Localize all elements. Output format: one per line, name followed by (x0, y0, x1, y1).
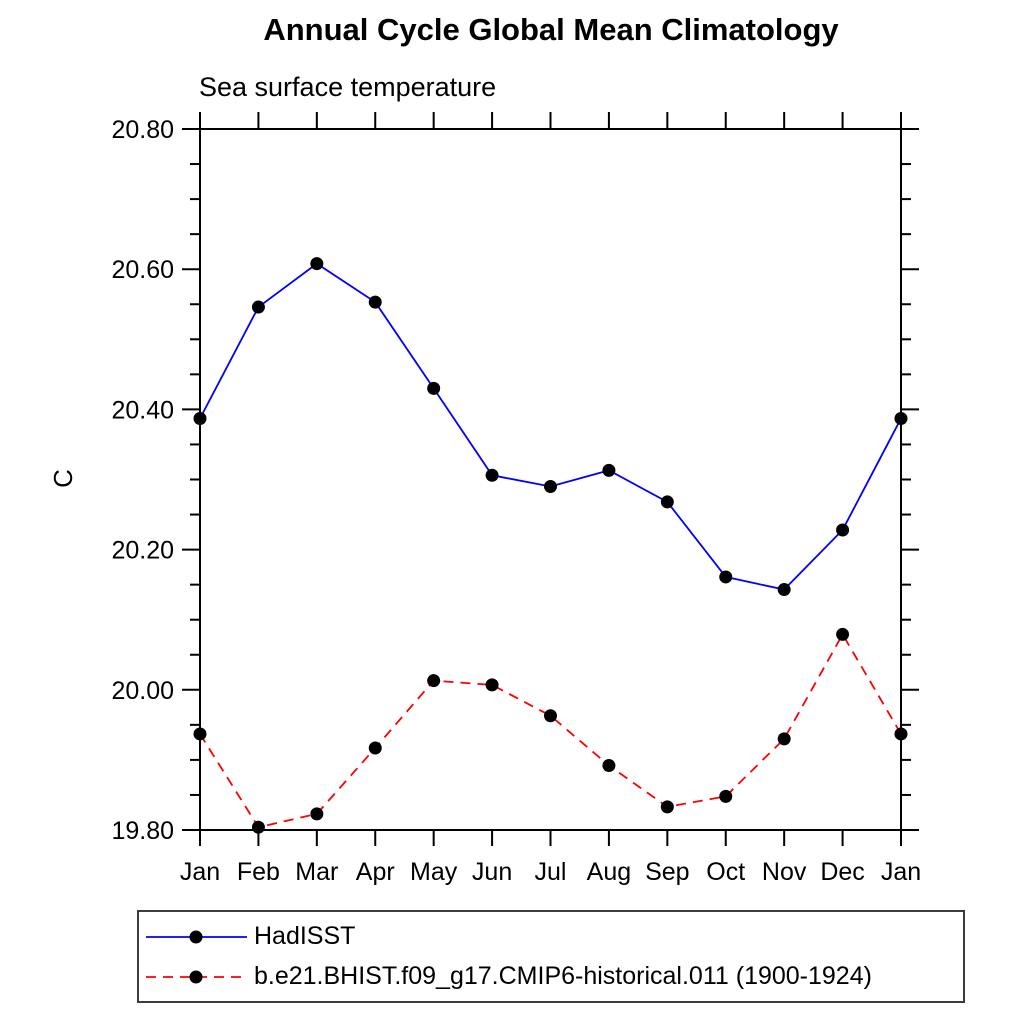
x-tick-label: Mar (295, 858, 338, 886)
data-point-marker (368, 295, 382, 309)
data-point-marker (310, 807, 324, 821)
data-point-marker (544, 480, 557, 494)
y-tick-label: 20.00 (111, 677, 174, 705)
x-tick-label: Oct (706, 858, 745, 886)
x-tick-label: Sep (645, 858, 689, 886)
data-point-marker (894, 727, 908, 741)
chart-title: Annual Cycle Global Mean Climatology (263, 12, 839, 47)
y-tick-label: 20.20 (111, 537, 174, 565)
x-tick-label: Feb (237, 858, 280, 886)
legend-item-model: b.e21.BHIST.f09_g17.CMIP6-historical.011… (144, 957, 963, 997)
legend-line-sample-dashed (146, 970, 247, 983)
legend-marker-dot (189, 970, 203, 983)
plot-frame (199, 128, 902, 831)
data-point-marker (777, 583, 791, 597)
data-point-marker (602, 759, 616, 773)
data-point-marker (251, 300, 265, 314)
x-tick-label: Nov (762, 858, 807, 886)
data-point-marker (485, 678, 499, 692)
x-tick-label: May (410, 858, 458, 886)
x-tick-label: Jan (180, 858, 220, 886)
chart-subtitle: Sea surface temperature (199, 72, 497, 102)
data-point-marker (719, 789, 733, 803)
data-point-marker (251, 820, 265, 834)
data-point-marker (894, 412, 908, 426)
series-1-model (193, 627, 908, 834)
x-tick-label: Jan (881, 858, 921, 886)
y-axis-labels: 19.80 20.00 20.20 20.40 20.60 20.80 (111, 116, 174, 845)
y-tick-label: 20.60 (111, 256, 174, 284)
data-point-marker (836, 627, 850, 641)
x-axis-labels: Jan Feb Mar Apr May Jun Jul Aug Sep Oct Nov Dec Jan (180, 858, 921, 886)
data-point-marker (193, 412, 207, 426)
x-tick-label: Jun (472, 858, 512, 886)
data-point-marker (602, 463, 616, 477)
y-tick-label: 20.80 (111, 116, 174, 144)
x-tick-label: Jul (535, 858, 567, 886)
data-point-marker (427, 674, 441, 688)
data-point-marker (777, 732, 791, 746)
data-point-marker (485, 468, 499, 482)
legend-label-model: b.e21.BHIST.f09_g17.CMIP6-historical.011… (254, 962, 872, 990)
series-line (199, 632, 902, 829)
data-point-marker (719, 570, 733, 584)
x-tick-label: Apr (356, 858, 395, 886)
data-point-marker (368, 741, 382, 755)
y-tick-label: 20.40 (111, 396, 174, 424)
legend-line-sample-solid (146, 930, 247, 943)
legend-box: HadISST b.e21.BHIST.f09_g17.CMIP6-histor… (137, 910, 965, 1003)
series-line (199, 262, 902, 591)
data-point-marker (836, 523, 850, 537)
y-axis-ticks (182, 128, 919, 831)
legend-item-hadisst: HadISST (144, 917, 963, 957)
data-point-marker (544, 709, 557, 723)
series-0-hadisst (193, 257, 908, 597)
y-tick-label: 19.80 (111, 817, 174, 845)
data-point-marker (427, 381, 441, 395)
legend-marker-dot (189, 930, 203, 943)
x-axis-ticks (199, 112, 902, 846)
x-tick-label: Aug (587, 858, 631, 886)
data-point-marker (660, 495, 674, 509)
data-point-marker (193, 727, 207, 741)
data-point-marker (310, 257, 324, 271)
legend-label-hadisst: HadISST (254, 922, 356, 950)
data-point-marker (660, 800, 674, 814)
x-tick-label: Dec (820, 858, 864, 886)
